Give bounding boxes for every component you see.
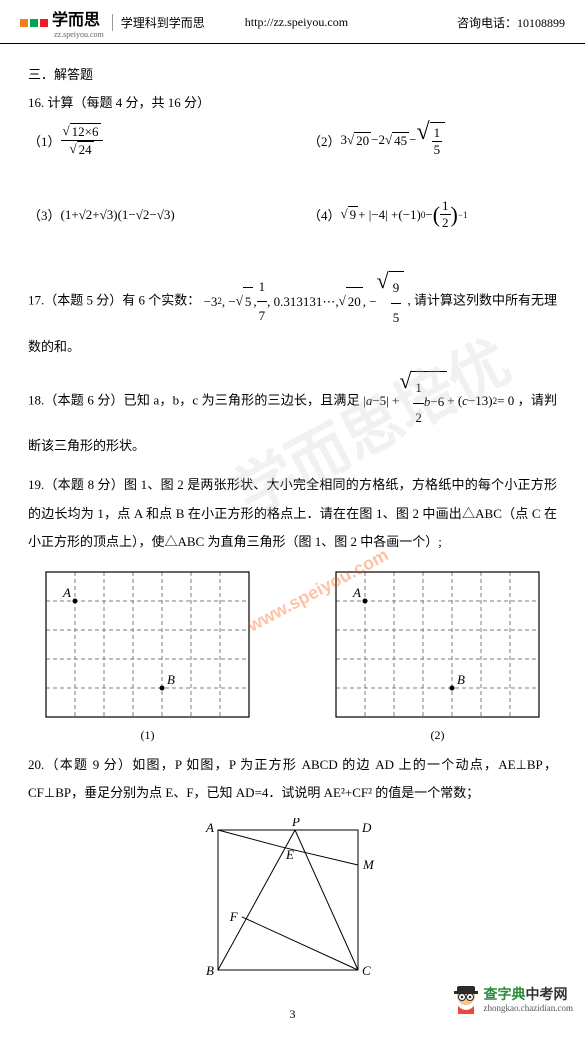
logo-text: 学而思 xyxy=(52,12,100,29)
q18-text-a: 18.（本题 6 分）已知 a，b，c 为三角形的三边长，且满足 xyxy=(28,393,360,408)
q16-3: （3） (1+√2+√3)(1−√2−√3) xyxy=(28,198,308,231)
q20-text: 20.（本题 9 分）如图，P 如图，P 为正方形 ABCD 的边 AD 上的一… xyxy=(28,751,557,808)
q19-grid1: AB xyxy=(38,567,257,722)
q16-4-expr: √9 + |−4| + (−1)0 − ( 1 2 )−1 xyxy=(341,198,468,231)
q16-2-c-num: 1 xyxy=(432,125,443,142)
q19-grid2: AB xyxy=(328,567,547,722)
svg-text:E: E xyxy=(285,847,294,862)
logo-subtext: zz.speiyou.com xyxy=(54,30,104,39)
svg-text:B: B xyxy=(167,672,175,687)
page-number: 3 xyxy=(290,1007,296,1022)
q16-row1: （1） √12×6 √24 （2） 3 √20 − 2 √45 − √ 1 xyxy=(28,122,557,158)
q16-2-minus2: − xyxy=(409,132,416,148)
logo-sq-3 xyxy=(40,19,48,27)
q16-4-label: （4） xyxy=(308,205,341,224)
q16-intro: 16. 计算（每题 4 分，共 16 分） xyxy=(28,91,557,114)
q19-grid1-wrap: AB (1) xyxy=(38,567,257,743)
svg-text:B: B xyxy=(206,963,214,978)
q16-1-label: （1） xyxy=(28,131,61,150)
q16-4-frac-num: 1 xyxy=(440,198,451,215)
footer-cn2: 中考网 xyxy=(526,986,568,1002)
footer-text: 查字典中考网 zhongkao.chazidian.com xyxy=(484,986,573,1014)
q16-2-a-sqrt: 20 xyxy=(354,132,371,149)
q16-3-label: （3） xyxy=(28,205,61,224)
q17-items: −32, −√5, 17, 0.313131⋯, √20, −√95 xyxy=(204,271,405,332)
page-header: 学而思 zz.speiyou.com 学理科到学而思 http://zz.spe… xyxy=(0,0,585,44)
q16-1-num: 12×6 xyxy=(70,123,101,140)
q16-4: （4） √9 + |−4| + (−1)0 − ( 1 2 )−1 xyxy=(308,198,467,231)
q16-1-frac: √12×6 √24 xyxy=(61,123,103,158)
logo: 学而思 zz.speiyou.com 学理科到学而思 xyxy=(20,6,205,39)
logo-squares xyxy=(20,19,48,27)
q18: 18.（本题 6 分）已知 a，b，c 为三角形的三边长，且满足 |a−5| +… xyxy=(28,371,557,461)
logo-sq-1 xyxy=(20,19,28,27)
q16-2-label: （2） xyxy=(308,131,341,150)
q19-label1: (1) xyxy=(38,728,257,743)
q16-4-plus1: + | xyxy=(358,207,371,223)
q16-3-expr: (1+√2+√3)(1−√2−√3) xyxy=(61,207,175,223)
footer-en: zhongkao.chazidian.com xyxy=(484,1003,573,1014)
svg-text:P: P xyxy=(291,818,300,829)
phone-label: 咨询电话： xyxy=(457,16,517,30)
q16-4-abs: −4 xyxy=(371,207,385,223)
q16-4-frac-den: 2 xyxy=(440,215,451,231)
q16-4-sqrt: 9 xyxy=(348,206,359,223)
q16-2: （2） 3 √20 − 2 √45 − √ 1 5 xyxy=(308,122,445,158)
q16-1: （1） √12×6 √24 xyxy=(28,122,308,158)
svg-text:A: A xyxy=(352,585,361,600)
q16-1-den: 24 xyxy=(77,141,94,158)
q16-2-expr: 3 √20 − 2 √45 − √ 1 5 xyxy=(341,122,446,158)
q19-grids: AB (1) AB (2) xyxy=(38,567,547,743)
q19-label2: (2) xyxy=(328,728,547,743)
logo-sq-2 xyxy=(30,19,38,27)
q20-figure: A D B C P M E F xyxy=(198,818,388,988)
q16-2-minus1: − xyxy=(371,132,378,148)
q19-grid2-wrap: AB (2) xyxy=(328,567,547,743)
q16-4-pow-base: (−1) xyxy=(398,207,421,223)
q16-row2: （3） (1+√2+√3)(1−√2−√3) （4） √9 + |−4| + (… xyxy=(28,198,557,231)
svg-text:M: M xyxy=(362,857,375,872)
svg-text:F: F xyxy=(228,909,238,924)
q16-4-minus: − xyxy=(425,207,432,223)
svg-text:D: D xyxy=(361,820,372,835)
footer-logo: 查字典中考网 zhongkao.chazidian.com xyxy=(448,982,573,1018)
svg-text:C: C xyxy=(362,963,371,978)
svg-text:B: B xyxy=(457,672,465,687)
phone-number: 10108899 xyxy=(517,16,565,30)
q18-expr: |a−5| + √12b−6 + (c−13)2 = 0 xyxy=(363,371,514,432)
q16-2-c-den: 5 xyxy=(432,142,443,158)
q16-2-b-sqrt: 45 xyxy=(392,132,409,149)
section-title: 三．解答题 xyxy=(28,64,557,83)
footer-cn1: 查字典 xyxy=(484,986,526,1002)
header-url: http://zz.speiyou.com xyxy=(245,15,348,30)
q17: 17.（本题 5 分）有 6 个实数： −32, −√5, 17, 0.3131… xyxy=(28,271,557,361)
mascot-icon xyxy=(448,982,484,1018)
q19-text: 19.（本题 8 分）图 1、图 2 是两张形状、大小完全相同的方格纸，方格纸中… xyxy=(28,471,557,557)
svg-text:A: A xyxy=(62,585,71,600)
logo-slogan: 学理科到学而思 xyxy=(112,14,205,31)
content-area: 三．解答题 16. 计算（每题 4 分，共 16 分） （1） √12×6 √2… xyxy=(0,44,585,988)
q16-4-frac-exp: −1 xyxy=(458,210,468,220)
svg-text:A: A xyxy=(205,820,214,835)
q16-4-absend: | + xyxy=(385,207,398,223)
header-phone: 咨询电话：10108899 xyxy=(457,14,565,31)
q17-text-a: 17.（本题 5 分）有 6 个实数： xyxy=(28,293,200,308)
